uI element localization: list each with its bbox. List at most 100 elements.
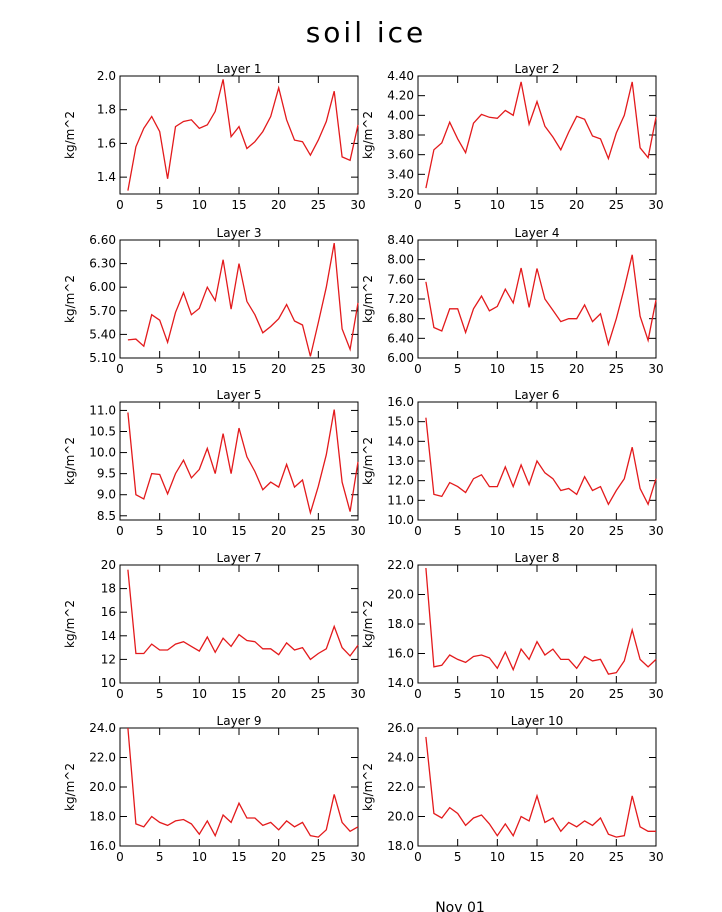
x-tick-label: 5	[156, 524, 164, 538]
panel-title: Layer 5	[217, 388, 262, 402]
x-tick-label: 30	[648, 524, 663, 538]
panel-frame	[119, 239, 359, 359]
x-tick-label: 0	[414, 362, 422, 376]
y-tick-label: 14.0	[387, 676, 414, 690]
y-tick-label: 6.30	[89, 257, 116, 271]
y-tick-label: 6.40	[387, 331, 414, 345]
y-tick-label: 6.60	[89, 233, 116, 247]
y-axis-label: kg/m^2	[63, 600, 77, 648]
panel-layer-4: Layer 4 kg/m^2 0 5 10 15 20 25 30 6.00 6.40 6.80 7.2…	[361, 226, 664, 376]
y-axis-label: kg/m^2	[63, 437, 77, 485]
y-tick-label: 6.00	[89, 280, 116, 294]
x-tick-label: 25	[609, 362, 624, 376]
x-tick-label: 25	[311, 687, 326, 701]
panel-layer-1: Layer 1 kg/m^2 0 5 10 15 20 25 30 1.4 1.6 1.8 2.0	[63, 62, 366, 212]
x-tick-label: 5	[454, 850, 462, 864]
y-tick-label: 3.20	[387, 187, 414, 201]
panel-layer-3: Layer 3 kg/m^2 0 5 10 15 20 25 30 5.10 5.40 5.70 6.0…	[63, 226, 366, 376]
x-tick-label: 5	[454, 687, 462, 701]
x-tick-label: 25	[311, 198, 326, 212]
y-tick-label: 10.5	[89, 425, 116, 439]
x-tick-label: 30	[648, 850, 663, 864]
x-tick-label: 0	[116, 198, 124, 212]
y-tick-label: 1.4	[97, 170, 116, 184]
x-tick-label: 15	[231, 524, 246, 538]
x-tick-label: 20	[569, 198, 584, 212]
y-tick-label: 20	[101, 558, 116, 572]
y-tick-label: 22.0	[89, 751, 116, 765]
y-tick-label: 3.80	[387, 128, 414, 142]
x-tick-label: 0	[414, 198, 422, 212]
y-tick-label: 18	[101, 582, 116, 596]
y-tick-label: 4.20	[387, 89, 414, 103]
y-tick-label: 5.70	[89, 304, 116, 318]
panel-layer-8: Layer 8 kg/m^2 0 5 10 15 20 25 30 14.0 16.0 18.0 20.…	[361, 551, 664, 701]
panel-frame	[417, 75, 657, 195]
x-tick-label: 15	[231, 198, 246, 212]
y-tick-label: 14	[101, 629, 116, 643]
x-tick-label: 20	[569, 850, 584, 864]
panel-layer-5: Layer 5 kg/m^2 0 5 10 15 20 25 30 8.5 9.0 9.5 10.0 10…	[63, 388, 366, 538]
x-tick-label: 10	[490, 198, 505, 212]
x-tick-label: 10	[490, 850, 505, 864]
x-tick-label: 10	[192, 850, 207, 864]
y-tick-label: 1.6	[97, 136, 116, 150]
y-tick-label: 9.0	[97, 488, 116, 502]
y-axis-label: kg/m^2	[361, 600, 375, 648]
x-tick-label: 20	[569, 362, 584, 376]
x-tick-label: 25	[311, 524, 326, 538]
x-tick-label: 20	[271, 362, 286, 376]
x-tick-label: 25	[609, 850, 624, 864]
x-tick-label: 5	[156, 850, 164, 864]
y-tick-label: 1.8	[97, 103, 116, 117]
x-tick-label: 25	[609, 687, 624, 701]
y-tick-label: 8.40	[387, 233, 414, 247]
x-tick-label: 30	[648, 362, 663, 376]
panel-frame	[417, 727, 657, 847]
x-tick-label: 30	[648, 687, 663, 701]
y-tick-label: 7.60	[387, 272, 414, 286]
y-tick-label: 11.0	[387, 493, 414, 507]
panel-title: Layer 1	[217, 62, 262, 76]
y-tick-label: 8.00	[387, 253, 414, 267]
x-tick-label: 5	[156, 362, 164, 376]
x-tick-label: 10	[490, 524, 505, 538]
figure-footer: Nov 01	[435, 900, 485, 912]
x-tick-label: 10	[490, 687, 505, 701]
panel-frame	[119, 564, 359, 684]
y-axis-label: kg/m^2	[361, 111, 375, 159]
y-tick-label: 20.0	[89, 780, 116, 794]
y-tick-label: 12	[101, 652, 116, 666]
y-tick-label: 18.0	[387, 617, 414, 631]
x-tick-label: 15	[529, 850, 544, 864]
y-tick-label: 20.0	[387, 588, 414, 602]
x-tick-label: 25	[311, 850, 326, 864]
y-tick-label: 3.40	[387, 167, 414, 181]
y-axis-label: kg/m^2	[63, 275, 77, 323]
y-tick-label: 2.0	[97, 69, 116, 83]
x-tick-label: 10	[192, 524, 207, 538]
x-tick-label: 20	[569, 687, 584, 701]
y-tick-label: 9.5	[97, 467, 116, 481]
x-tick-label: 5	[156, 198, 164, 212]
x-tick-label: 0	[116, 850, 124, 864]
y-tick-label: 10	[101, 676, 116, 690]
panel-title: Layer 10	[511, 714, 564, 728]
y-axis-label: kg/m^2	[361, 763, 375, 811]
y-axis-label: kg/m^2	[361, 437, 375, 485]
y-axis-label: kg/m^2	[361, 275, 375, 323]
panel-title: Layer 2	[515, 62, 560, 76]
series-line	[127, 409, 359, 516]
series-line	[425, 417, 657, 507]
y-tick-label: 24.0	[89, 721, 116, 735]
panel-layer-2: Layer 2 kg/m^2 0 5 10 15 20 25 30 3.20 3.40 3.60 3.8…	[361, 62, 664, 212]
x-tick-label: 15	[231, 850, 246, 864]
panel-layer-9: Layer 9 kg/m^2 0 5 10 15 20 25 30 16.0 18.0 20.0 22.…	[63, 714, 366, 864]
y-tick-label: 18.0	[387, 839, 414, 853]
x-tick-label: 10	[192, 198, 207, 212]
panel-frame	[119, 75, 359, 195]
y-tick-label: 16.0	[387, 647, 414, 661]
x-tick-label: 10	[192, 362, 207, 376]
y-tick-label: 16.0	[387, 395, 414, 409]
